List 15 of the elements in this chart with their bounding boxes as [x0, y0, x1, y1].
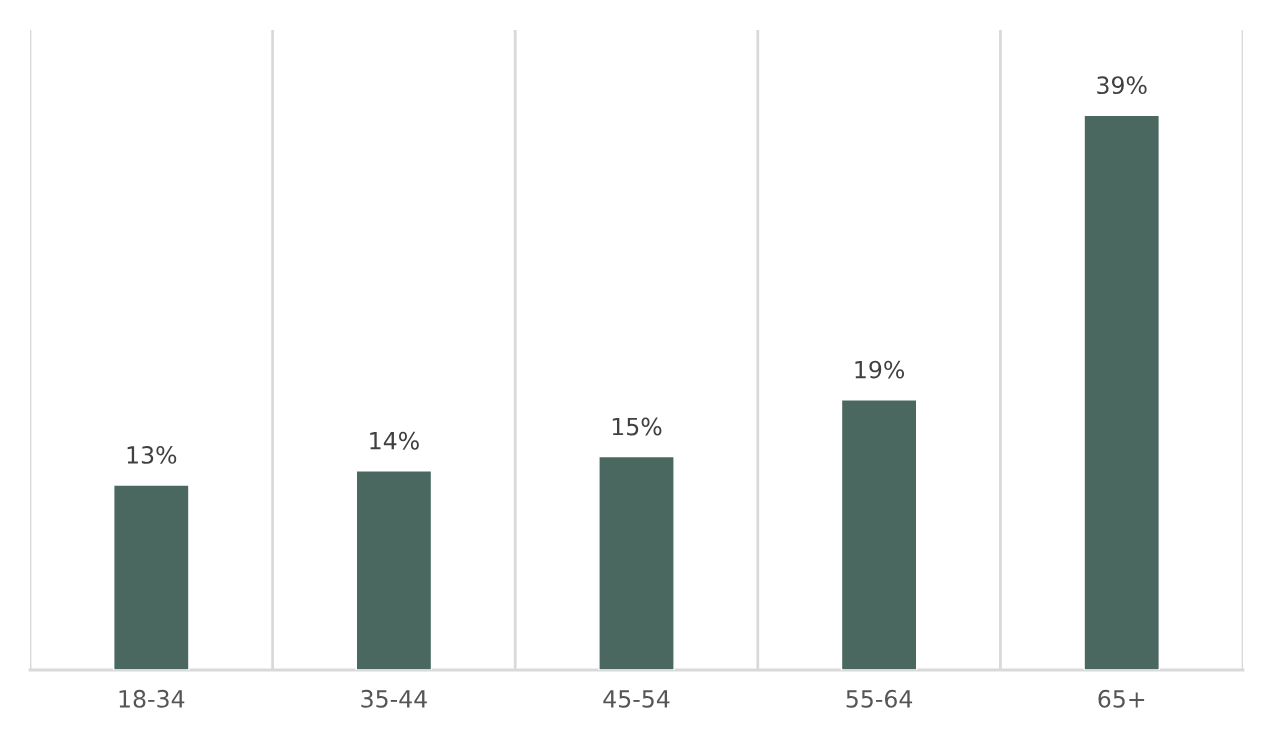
bar	[598, 455, 675, 670]
data-label: 39%	[1097, 76, 1147, 95]
bar	[355, 470, 433, 670]
bar	[1083, 114, 1160, 670]
data-label: 14%	[370, 431, 419, 450]
data-label: 15%	[612, 417, 662, 436]
x-tick-label: 18-34	[119, 689, 185, 708]
x-tick-label: 55-64	[846, 689, 913, 708]
x-tick-label: 65+	[1098, 689, 1145, 708]
data-label: 19%	[855, 360, 905, 379]
bar	[113, 484, 190, 670]
x-tick-label: 35-44	[361, 689, 427, 708]
bar	[840, 399, 918, 670]
data-label: 13%	[127, 446, 177, 464]
x-tick-label: 45-54	[603, 690, 670, 708]
